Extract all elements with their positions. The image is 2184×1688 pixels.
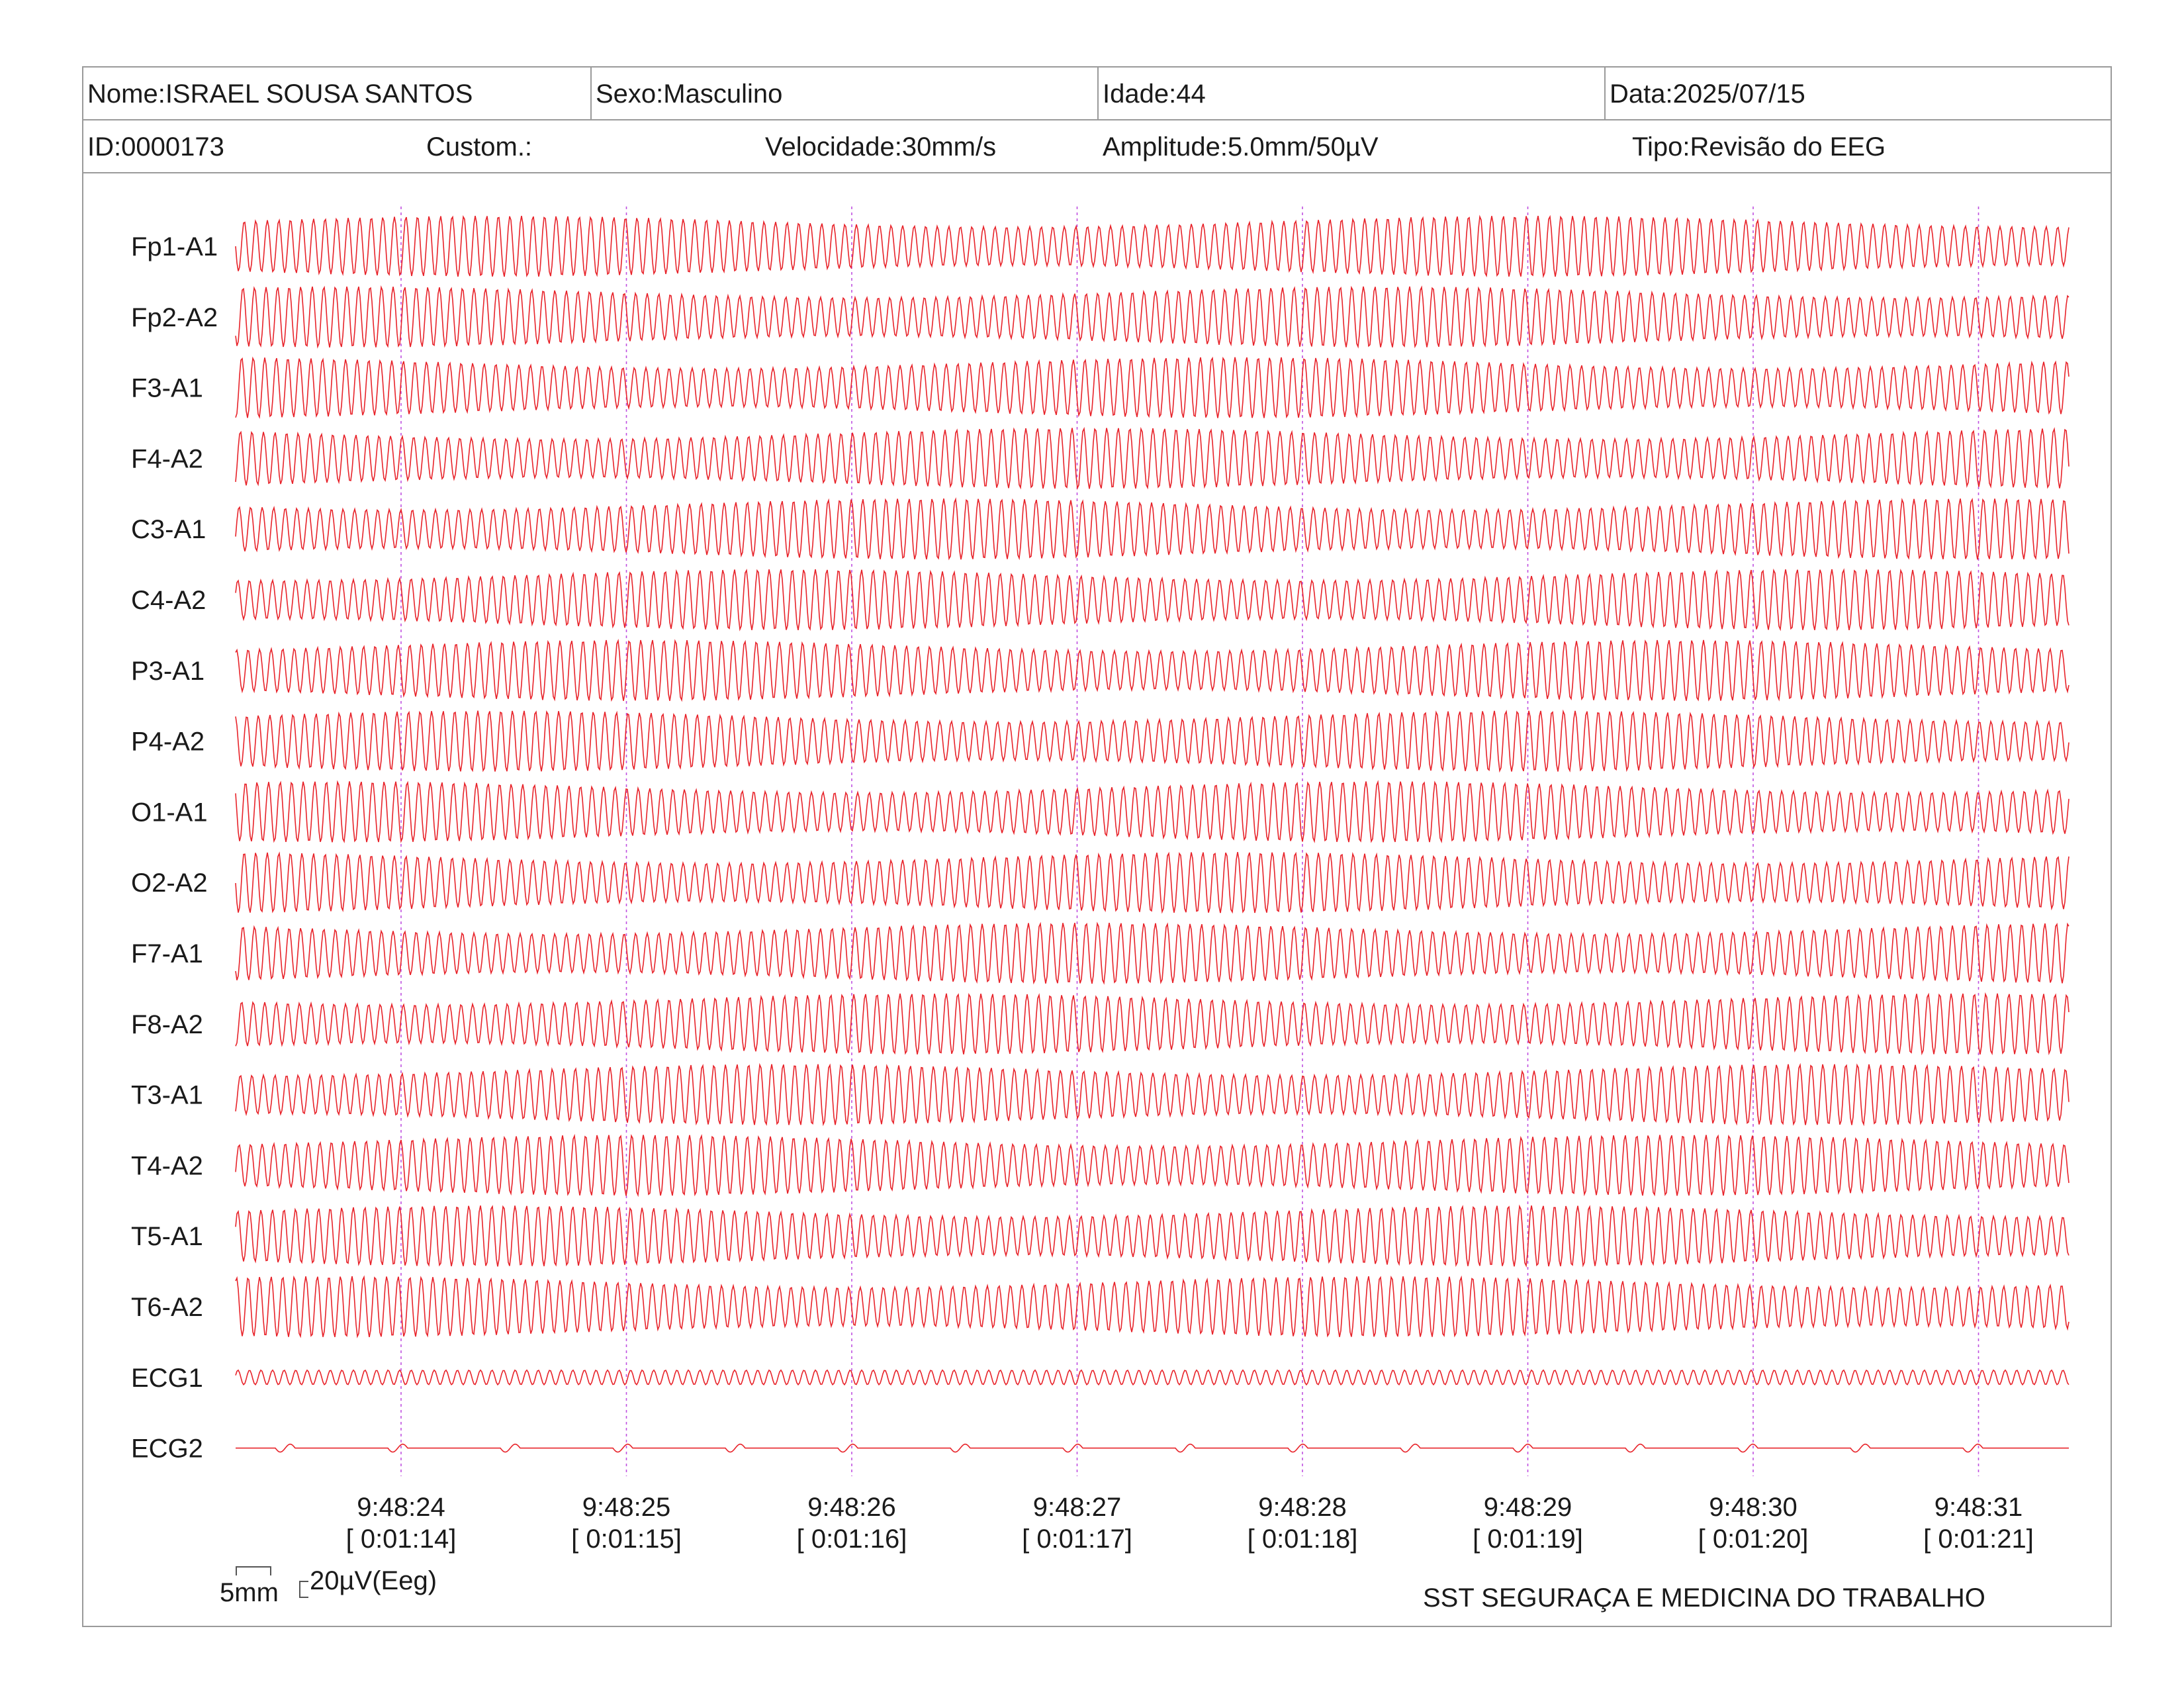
amplitude-scale-bar: [299, 1581, 308, 1598]
channel-label: O1-A1: [131, 798, 208, 827]
channel-label: Fp2-A2: [131, 303, 218, 332]
eeg-trace-o2-a2: [235, 851, 2070, 914]
eeg-trace-fp2-a2: [235, 285, 2070, 349]
channel-label: F7-A1: [131, 939, 203, 968]
eeg-trace-ecg2: [236, 1443, 2069, 1453]
patient-info-row: Nome:ISRAEL SOUSA SANTOS Sexo:Masculino …: [83, 68, 2111, 120]
eeg-trace-f3-a1: [235, 356, 2070, 419]
channel-label: T5-A1: [131, 1222, 203, 1251]
time-scale-bar: [236, 1566, 271, 1575]
time-marker-clock: 9:48:25: [582, 1493, 670, 1522]
channel-label: T3-A1: [131, 1081, 203, 1110]
time-marker-clock: 9:48:31: [1934, 1493, 2023, 1522]
channel-label: T6-A2: [131, 1293, 203, 1322]
channel-label: ECG1: [131, 1364, 203, 1393]
eeg-trace-p3-a1: [235, 638, 2070, 702]
channel-label: T4-A2: [131, 1151, 203, 1180]
time-marker-elapsed: [ 0:01:14]: [346, 1524, 457, 1554]
patient-id: ID:0000173: [87, 132, 224, 162]
time-marker-clock: 9:48:29: [1484, 1493, 1572, 1522]
paper-speed: Velocidade:30mm/s: [765, 132, 997, 162]
time-marker-clock: 9:48:26: [807, 1493, 895, 1522]
eeg-trace-t4-a2: [235, 1133, 2070, 1197]
eeg-trace-f8-a2: [235, 992, 2070, 1056]
patient-sex: Sexo:Masculino: [590, 68, 1097, 119]
time-marker-clock: 9:48:30: [1709, 1493, 1797, 1522]
eeg-trace-f4-a2: [235, 426, 2070, 491]
eeg-trace-o1-a1: [235, 780, 2070, 844]
time-marker-elapsed: [ 0:01:15]: [571, 1524, 682, 1554]
patient-age: Idade:44: [1097, 68, 1604, 119]
eeg-trace-t6-a2: [235, 1275, 2070, 1338]
eeg-trace-ecg1: [235, 1369, 2070, 1386]
channel-label: O2-A2: [131, 868, 208, 898]
time-marker-elapsed: [ 0:01:21]: [1923, 1524, 2034, 1554]
channel-label: C4-A2: [131, 586, 206, 615]
recording-info-row: ID:0000173 Custom.: Velocidade:30mm/s Am…: [83, 120, 2111, 173]
eeg-trace-p4-a2: [235, 709, 2070, 773]
amplitude-scale-label: 20µV(Eeg): [310, 1566, 437, 1595]
time-marker-elapsed: [ 0:01:19]: [1473, 1524, 1583, 1554]
eeg-report-page: Nome:ISRAEL SOUSA SANTOS Sexo:Masculino …: [82, 66, 2112, 1627]
channel-label: C3-A1: [131, 515, 206, 544]
time-marker-elapsed: [ 0:01:18]: [1248, 1524, 1358, 1554]
channel-label: ECG2: [131, 1434, 203, 1464]
eeg-trace-c3-a1: [235, 497, 2070, 561]
patient-name: Nome:ISRAEL SOUSA SANTOS: [87, 79, 473, 109]
eeg-trace-c4-a2: [235, 568, 2070, 632]
channel-label: P4-A2: [131, 727, 205, 757]
time-scale-label: 5mm: [220, 1578, 279, 1607]
time-marker-elapsed: [ 0:01:20]: [1698, 1524, 1809, 1554]
time-marker-elapsed: [ 0:01:16]: [797, 1524, 907, 1554]
eeg-trace-t3-a1: [235, 1062, 2070, 1127]
time-marker-clock: 9:48:28: [1258, 1493, 1346, 1522]
custom-field: Custom.:: [426, 132, 533, 162]
exam-date: Data:2025/07/15: [1604, 68, 2112, 119]
channel-label: Fp1-A1: [131, 232, 218, 261]
eeg-trace-fp1-a1: [235, 214, 2070, 279]
time-marker-elapsed: [ 0:01:17]: [1022, 1524, 1132, 1554]
channel-label: F8-A2: [131, 1010, 203, 1039]
review-type: Tipo:Revisão do EEG: [1632, 132, 1886, 162]
channel-label: F3-A1: [131, 374, 203, 403]
eeg-trace-t5-a1: [235, 1204, 2070, 1268]
time-marker-clock: 9:48:24: [357, 1493, 445, 1522]
channel-label: F4-A2: [131, 444, 203, 473]
eeg-trace-f7-a1: [235, 921, 2070, 985]
organization-name: SST SEGURAÇA E MEDICINA DO TRABALHO: [1423, 1583, 1985, 1613]
channel-label: P3-A1: [131, 657, 205, 686]
amplitude-setting: Amplitude:5.0mm/50µV: [1103, 132, 1379, 162]
time-marker-clock: 9:48:27: [1033, 1493, 1121, 1522]
